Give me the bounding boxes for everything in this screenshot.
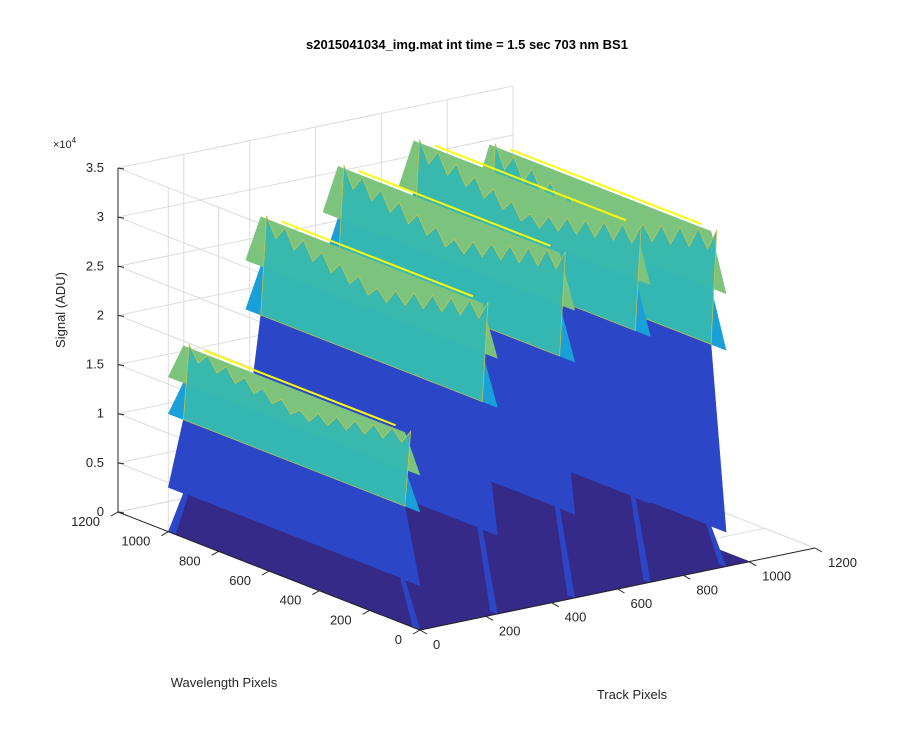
x-tick-label: 400 bbox=[565, 610, 587, 625]
y-tick-label: 0 bbox=[395, 632, 402, 647]
x-tick-label: 1000 bbox=[762, 569, 791, 584]
track-peak-highlight bbox=[281, 220, 474, 298]
x-tick-label: 800 bbox=[696, 582, 718, 597]
y-axis-label: Wavelength Pixels bbox=[171, 675, 278, 690]
y-tick-label: 800 bbox=[179, 553, 201, 568]
z-tick bbox=[117, 413, 125, 416]
track-peak-highlight bbox=[510, 148, 703, 226]
track-1 bbox=[167, 343, 421, 631]
y-tick bbox=[312, 590, 320, 596]
x-tick-label: 200 bbox=[499, 623, 521, 638]
track-peak-highlight bbox=[203, 349, 396, 427]
x-tick bbox=[419, 629, 428, 635]
x-tick bbox=[617, 588, 625, 594]
track-peak-highlight bbox=[434, 144, 627, 222]
z-tick bbox=[117, 216, 125, 219]
z-tick bbox=[117, 167, 125, 170]
z-tick bbox=[117, 364, 125, 367]
surface bbox=[166, 139, 751, 631]
y-tick bbox=[211, 550, 219, 556]
x-tick-label: 1200 bbox=[828, 555, 857, 570]
z-tick-label: 2.5 bbox=[86, 258, 104, 273]
x-tick-label: 0 bbox=[433, 637, 440, 652]
z-tick bbox=[117, 314, 125, 317]
y-tick-label: 400 bbox=[280, 593, 302, 608]
x-tick-label: 600 bbox=[631, 596, 653, 611]
y-tick-label: 200 bbox=[330, 612, 352, 627]
chart-title: s2015041034_img.mat int time = 1.5 sec 7… bbox=[306, 37, 628, 52]
track-peak bbox=[260, 215, 489, 403]
z-tick-label: 3.5 bbox=[86, 160, 104, 175]
track-peak bbox=[337, 165, 566, 357]
x-axis-label: Track Pixels bbox=[597, 687, 668, 702]
x-tick bbox=[814, 547, 823, 553]
x-tick bbox=[551, 602, 559, 608]
z-tick-label: 1 bbox=[97, 406, 104, 421]
z-tick-label: 3 bbox=[97, 209, 104, 224]
x-tick bbox=[748, 561, 757, 567]
track-peak bbox=[182, 343, 412, 507]
track-peak-highlight bbox=[358, 170, 551, 247]
z-tick bbox=[117, 265, 125, 268]
track-peak bbox=[413, 139, 642, 332]
y-tick bbox=[362, 609, 370, 615]
y-tick-label: 600 bbox=[229, 573, 251, 588]
z-tick-label: 2 bbox=[97, 307, 104, 322]
z-exponent-label: ×104 bbox=[53, 136, 77, 151]
y-tick bbox=[161, 531, 169, 537]
tick-labels: 00.511.522.533.5020040060080010001200020… bbox=[71, 160, 857, 652]
z-tick-label: 0 bbox=[97, 504, 104, 519]
x-tick bbox=[485, 615, 494, 621]
z-tick bbox=[117, 462, 125, 465]
axes bbox=[110, 167, 823, 635]
y-tick bbox=[261, 570, 270, 576]
y-tick bbox=[110, 511, 119, 517]
y-tick-label: 1000 bbox=[121, 534, 150, 549]
y-tick bbox=[412, 629, 421, 635]
y-tick-label: 1200 bbox=[71, 514, 100, 529]
x-tick bbox=[683, 574, 691, 580]
z-tick-label: 1.5 bbox=[86, 357, 104, 372]
z-tick-label: 0.5 bbox=[86, 455, 104, 470]
z-tick bbox=[117, 511, 125, 514]
z-axis-label: Signal (ADU) bbox=[53, 272, 68, 348]
